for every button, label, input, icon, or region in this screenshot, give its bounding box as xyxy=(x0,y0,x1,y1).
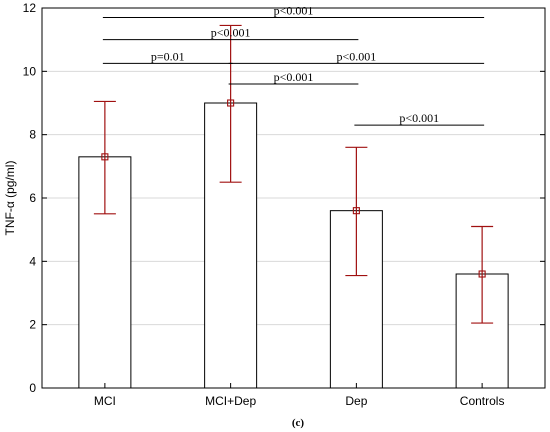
mean-marker xyxy=(352,207,360,215)
x-tick-label: Dep xyxy=(345,394,367,408)
significance-label: p<0.001 xyxy=(211,26,251,40)
x-tick-label: MCI xyxy=(94,394,116,408)
x-tick-label: MCI+Dep xyxy=(205,394,256,408)
y-tick-label: 8 xyxy=(29,128,36,142)
mean-marker xyxy=(227,99,235,107)
y-tick-label: 6 xyxy=(29,191,36,205)
y-tick-label: 2 xyxy=(29,318,36,332)
y-tick-label: 10 xyxy=(23,64,37,78)
significance-label: p=0.01 xyxy=(151,49,185,63)
y-tick-label: 12 xyxy=(23,1,37,15)
mean-marker xyxy=(478,270,486,278)
significance-label: p<0.001 xyxy=(399,111,439,125)
significance-label: p<0.001 xyxy=(274,4,314,18)
figure-caption: (c) xyxy=(292,417,305,429)
y-tick-label: 0 xyxy=(29,381,36,395)
significance-label: p<0.001 xyxy=(336,49,376,63)
significance-label: p<0.001 xyxy=(274,70,314,84)
y-axis-label: TNF-α (pg/ml) xyxy=(3,161,17,236)
mean-marker xyxy=(101,153,109,161)
y-tick-label: 4 xyxy=(29,254,36,268)
x-tick-label: Controls xyxy=(460,394,505,408)
